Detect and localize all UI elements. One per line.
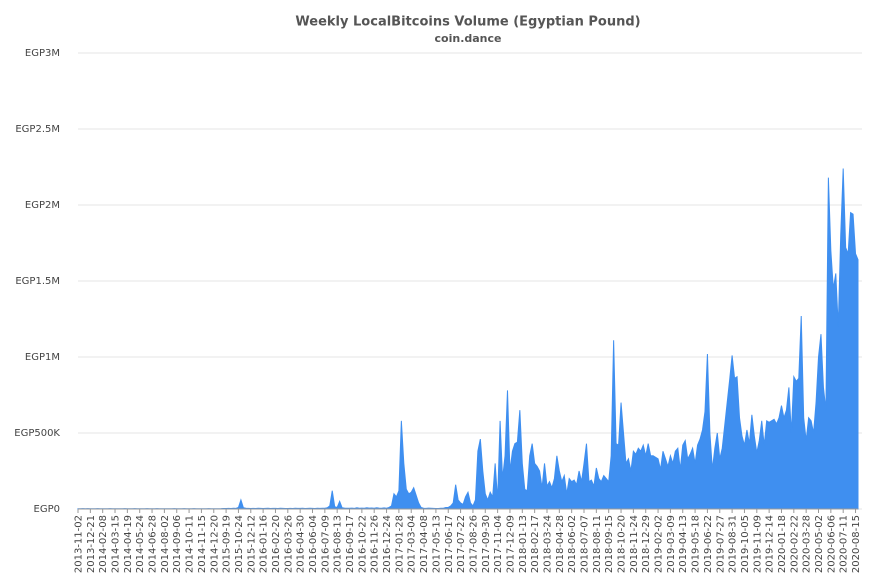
y-tick-label: EGP2.5M [15, 124, 60, 135]
x-tick-label: 2013-11-02 [74, 515, 85, 573]
y-tick-label: EGP3M [25, 48, 60, 59]
x-tick-label: 2020-02-22 [789, 515, 800, 573]
x-tick-label: 2020-08-15 [851, 515, 862, 573]
x-tick-label: 2016-03-26 [283, 515, 294, 573]
x-tick-label: 2017-11-04 [493, 515, 504, 573]
y-tick-label: EGP2M [25, 200, 60, 211]
x-tick-label: 2016-12-24 [382, 515, 393, 573]
chart-subtitle: coin.dance [435, 32, 502, 45]
x-tick-label: 2016-06-04 [308, 515, 319, 573]
x-tick-label: 2019-06-22 [703, 515, 714, 573]
x-tick-label: 2018-03-24 [542, 515, 553, 573]
x-tick-label: 2017-07-22 [456, 515, 467, 573]
x-tick-label: 2019-02-02 [654, 515, 665, 573]
x-tick-label: 2015-12-12 [246, 515, 257, 573]
x-tick-label: 2014-10-11 [185, 515, 196, 573]
x-tick-label: 2016-11-26 [370, 515, 381, 573]
x-tick-label: 2018-06-02 [567, 515, 578, 573]
y-tick-label: EGP500K [14, 428, 60, 439]
x-tick-label: 2017-12-09 [505, 515, 516, 573]
x-tick-label: 2016-01-16 [259, 515, 270, 573]
x-tick-label: 2014-12-20 [209, 515, 220, 573]
x-tick-label: 2016-07-09 [320, 515, 331, 573]
x-tick-label: 2017-09-30 [481, 515, 492, 573]
x-tick-label: 2014-11-15 [197, 515, 208, 573]
y-tick-label: EGP1.5M [15, 276, 60, 287]
x-tick-label: 2016-08-13 [333, 515, 344, 573]
x-tick-label: 2017-06-17 [444, 515, 455, 573]
x-tick-label: 2017-05-13 [431, 515, 442, 573]
x-tick-label: 2019-03-09 [666, 515, 677, 573]
x-tick-label: 2018-09-15 [604, 515, 615, 573]
x-tick-label: 2018-12-29 [641, 515, 652, 573]
x-tick-label: 2020-01-18 [777, 515, 788, 573]
x-tick-label: 2014-06-28 [148, 515, 159, 573]
x-tick-label: 2020-05-02 [814, 515, 825, 573]
x-tick-label: 2019-05-18 [691, 515, 702, 573]
y-tick-label: EGP1M [25, 352, 60, 363]
x-tick-label: 2020-03-28 [802, 515, 813, 573]
chart-title: Weekly LocalBitcoins Volume (Egyptian Po… [295, 15, 640, 30]
x-tick-label: 2016-04-30 [296, 515, 307, 573]
x-tick-label: 2014-09-06 [172, 515, 183, 573]
x-tick-label: 2019-11-09 [752, 515, 763, 573]
x-tick-label: 2019-12-14 [765, 515, 776, 573]
x-tick-label: 2014-04-19 [123, 515, 134, 573]
x-tick-label: 2018-10-20 [617, 515, 628, 573]
x-tick-label: 2018-07-07 [580, 515, 591, 573]
x-tick-label: 2018-08-11 [592, 515, 603, 573]
x-tick-label: 2018-11-24 [629, 515, 640, 573]
x-tick-label: 2019-04-13 [678, 515, 689, 573]
x-tick-label: 2014-05-24 [135, 515, 146, 573]
x-tick-label: 2019-08-31 [728, 515, 739, 573]
x-tick-label: 2014-08-02 [160, 515, 171, 573]
x-tick-label: 2015-10-24 [234, 515, 245, 573]
x-tick-label: 2016-02-20 [271, 515, 282, 573]
x-tick-label: 2016-09-17 [345, 515, 356, 573]
x-tick-label: 2017-03-04 [407, 515, 418, 573]
x-tick-label: 2013-12-21 [86, 515, 97, 573]
x-tick-label: 2017-08-26 [468, 515, 479, 573]
y-tick-label: EGP0 [34, 504, 60, 515]
x-tick-label: 2015-09-19 [222, 515, 233, 573]
x-tick-label: 2018-02-17 [530, 515, 541, 573]
x-tick-label: 2014-02-08 [98, 515, 109, 573]
area [77, 168, 859, 510]
x-tick-label: 2018-04-28 [555, 515, 566, 573]
x-tick-label: 2017-01-28 [394, 515, 405, 573]
x-tick-label: 2014-03-15 [111, 515, 122, 573]
x-tick-label: 2020-06-06 [826, 515, 837, 573]
x-tick-label: 2017-04-08 [419, 515, 430, 573]
x-tick-label: 2020-07-11 [839, 515, 850, 573]
x-tick-label: 2019-10-05 [740, 515, 751, 573]
x-tick-label: 2018-01-13 [518, 515, 529, 573]
x-tick-label: 2019-07-27 [715, 515, 726, 573]
x-tick-label: 2016-10-22 [357, 515, 368, 573]
